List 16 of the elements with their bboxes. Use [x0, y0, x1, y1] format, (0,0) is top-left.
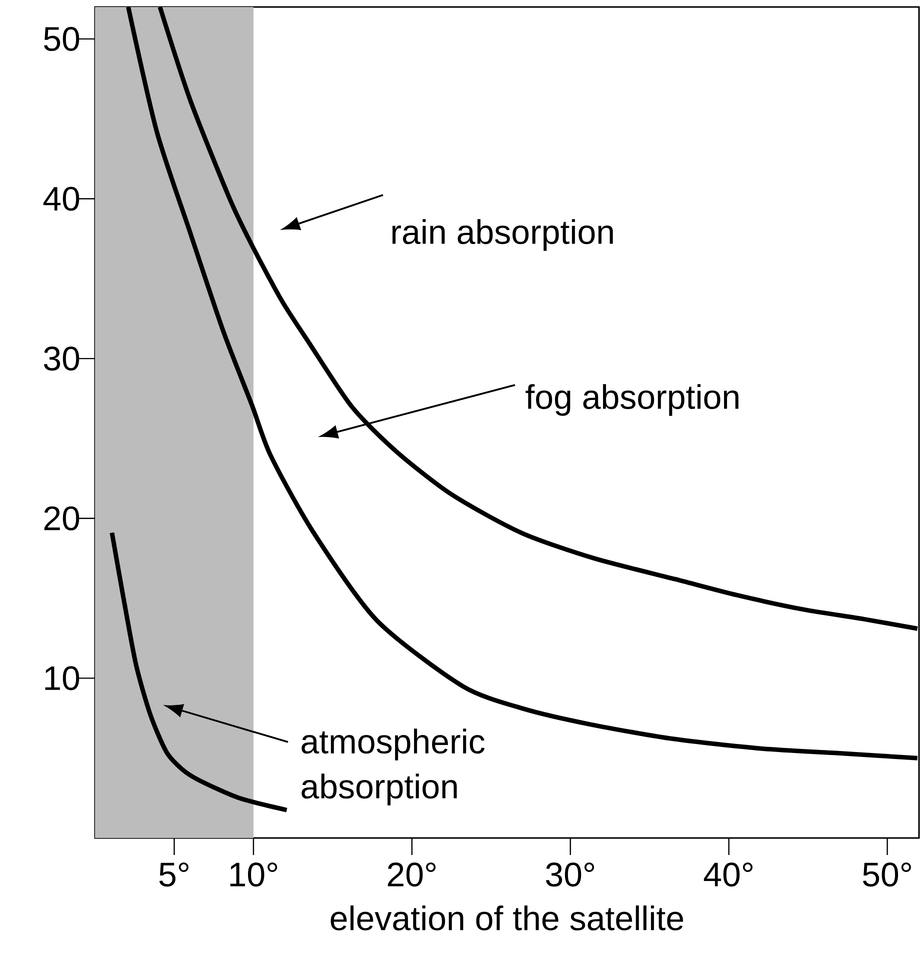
x-tick-label: 10° [230, 862, 278, 887]
y-tick-label: 40 [43, 186, 80, 211]
y-tick-label: 30 [44, 346, 80, 371]
y-tick-label: 50 [44, 26, 80, 51]
line-series [110, 530, 289, 812]
annotation: fog absorption [526, 384, 738, 416]
x-axis-title: elevation of the satellite [330, 905, 684, 930]
x-tick-label: 5° [159, 862, 188, 887]
annotation: atmospheric absorption [302, 728, 484, 806]
y-tick-label: 20 [44, 506, 80, 530]
x-tick-label: 50° [862, 862, 911, 887]
annotation: rain absorption [392, 219, 613, 251]
x-tick-label: 30° [546, 862, 594, 887]
y-tick-label: 10 [45, 666, 80, 690]
x-tick-label: 40° [704, 862, 752, 887]
x-tick-label: 20° [388, 862, 436, 887]
